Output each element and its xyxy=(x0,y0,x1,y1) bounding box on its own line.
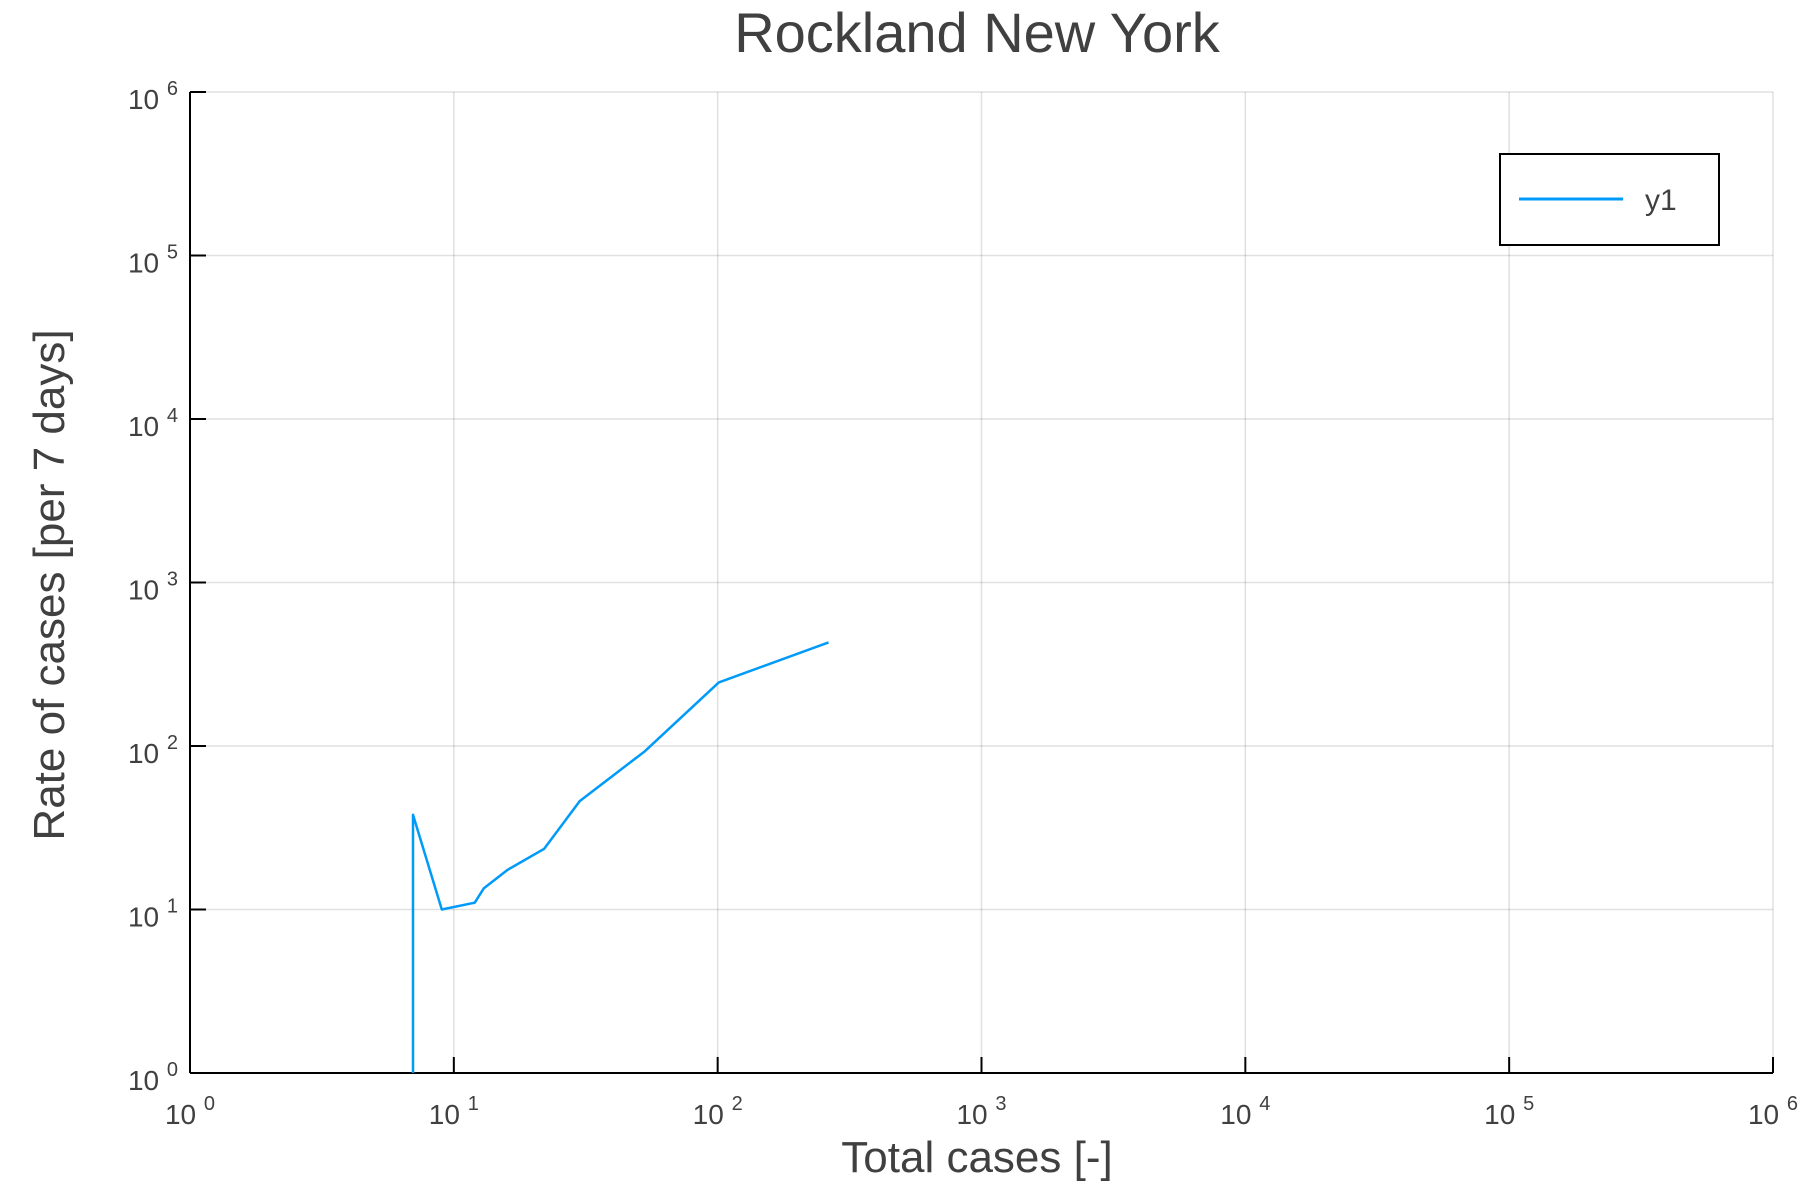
y-tick-exponent: 0 xyxy=(167,1059,178,1081)
y-tick-base: 10 xyxy=(128,1065,167,1096)
x-tick-base: 10 xyxy=(956,1099,995,1130)
legend: y1 xyxy=(1499,153,1720,246)
y-tick-label: 10 0 xyxy=(128,1059,178,1096)
x-tick-label: 10 3 xyxy=(956,1093,1006,1130)
x-tick-exponent: 5 xyxy=(1523,1093,1534,1115)
x-tick-label: 10 2 xyxy=(693,1093,743,1130)
x-tick-base: 10 xyxy=(429,1099,468,1130)
y-tick-exponent: 4 xyxy=(167,405,178,427)
y-tick-exponent: 1 xyxy=(167,896,178,918)
x-tick-base: 10 xyxy=(1220,1099,1259,1130)
axes xyxy=(189,91,1774,1074)
y-tick-label: 10 2 xyxy=(128,732,178,769)
y-tick-label: 10 1 xyxy=(128,896,178,933)
series-group xyxy=(411,641,829,1073)
x-tick-exponent: 2 xyxy=(732,1093,743,1115)
x-tick-exponent: 6 xyxy=(1787,1093,1798,1115)
x-axis-label: Total cases [-] xyxy=(841,1133,1112,1182)
y-tick-label: 10 4 xyxy=(128,405,178,442)
x-tick-exponent: 1 xyxy=(468,1093,479,1115)
y-tick-base: 10 xyxy=(128,84,167,115)
x-tick-base: 10 xyxy=(693,1099,732,1130)
x-tick-labels: 10 0 10 1 10 2 10 3 10 4 10 5 10 6 xyxy=(165,1093,1798,1130)
y-tick-base: 10 xyxy=(128,411,167,442)
y-tick-base: 10 xyxy=(128,248,167,279)
y-tick-label: 10 3 xyxy=(128,569,178,606)
y-axis-label: Rate of cases [per 7 days] xyxy=(25,329,74,840)
chart-title: Rockland New York xyxy=(734,1,1221,64)
legend-label-y1: y1 xyxy=(1645,184,1677,217)
x-tick-base: 10 xyxy=(1484,1099,1523,1130)
x-tick-exponent: 0 xyxy=(204,1093,215,1115)
x-tick-label: 10 4 xyxy=(1220,1093,1270,1130)
y-tick-exponent: 3 xyxy=(167,569,178,591)
y-tick-base: 10 xyxy=(128,738,167,769)
y-tick-exponent: 2 xyxy=(167,732,178,754)
x-tick-label: 10 6 xyxy=(1748,1093,1798,1130)
y-tick-label: 10 5 xyxy=(128,242,178,279)
y-tick-label: 10 6 xyxy=(128,78,178,115)
x-tick-label: 10 1 xyxy=(429,1093,479,1130)
x-tick-label: 10 5 xyxy=(1484,1093,1534,1130)
x-tick-exponent: 3 xyxy=(995,1093,1006,1115)
y-tick-base: 10 xyxy=(128,575,167,606)
y-tick-exponent: 5 xyxy=(167,242,178,264)
x-tick-exponent: 4 xyxy=(1259,1093,1270,1115)
y-tick-exponent: 6 xyxy=(167,78,178,100)
x-tick-base: 10 xyxy=(165,1099,204,1130)
x-tick-base: 10 xyxy=(1748,1099,1787,1130)
series-line-y1 xyxy=(411,641,829,1073)
y-tick-base: 10 xyxy=(128,902,167,933)
y-tick-labels: 10 010 110 210 310 410 510 6 xyxy=(128,78,178,1096)
x-tick-label: 10 0 xyxy=(165,1093,215,1130)
